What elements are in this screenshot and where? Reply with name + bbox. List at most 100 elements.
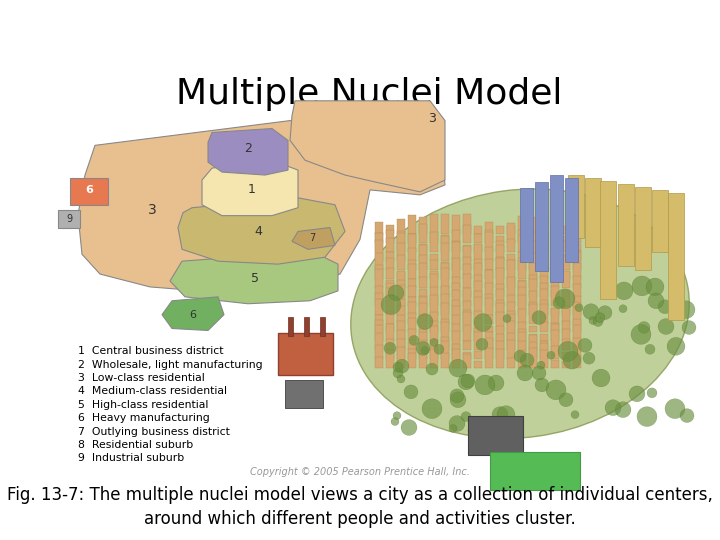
Circle shape (514, 350, 526, 362)
Text: 9  Industrial suburb: 9 Industrial suburb (78, 453, 184, 463)
Bar (562, 237, 570, 244)
Circle shape (450, 392, 466, 408)
Bar (485, 326, 493, 333)
Circle shape (450, 389, 464, 403)
Text: Multiple Nuclei Model: Multiple Nuclei Model (176, 77, 562, 111)
Bar (397, 271, 405, 288)
Bar (397, 219, 405, 234)
Bar (474, 244, 482, 261)
Bar (452, 283, 460, 297)
Circle shape (563, 351, 581, 369)
Polygon shape (178, 198, 345, 264)
Bar (507, 340, 515, 359)
Circle shape (422, 399, 442, 418)
Circle shape (553, 297, 565, 309)
Bar (375, 269, 383, 288)
Bar (419, 224, 427, 244)
Circle shape (461, 374, 475, 388)
Text: 3  Low-class residential: 3 Low-class residential (78, 373, 204, 383)
Text: around which different people and activities cluster.: around which different people and activi… (144, 510, 576, 528)
Bar (562, 272, 570, 279)
Bar (540, 246, 548, 261)
Bar (452, 332, 460, 350)
Bar (452, 262, 460, 270)
Bar (463, 309, 471, 323)
Bar (485, 247, 493, 261)
Text: 4  Medium-class residential: 4 Medium-class residential (78, 387, 227, 396)
Bar (573, 319, 581, 333)
Circle shape (397, 375, 405, 383)
Bar (375, 315, 383, 323)
Text: 8  Residential suburb: 8 Residential suburb (78, 440, 193, 450)
Bar (430, 312, 438, 323)
Circle shape (632, 276, 652, 296)
Bar (518, 350, 526, 368)
Bar (441, 286, 449, 306)
Bar (408, 264, 416, 279)
Bar (430, 347, 438, 359)
Bar (485, 232, 493, 252)
Polygon shape (58, 210, 80, 227)
Bar (496, 258, 504, 279)
Bar (386, 352, 394, 359)
Bar (562, 306, 570, 323)
Text: 1: 1 (248, 184, 256, 197)
Bar (474, 281, 482, 297)
Bar (474, 361, 482, 368)
Bar (452, 315, 460, 333)
Circle shape (492, 407, 508, 422)
Bar (397, 299, 405, 315)
Circle shape (555, 289, 575, 309)
Bar (386, 295, 394, 315)
Circle shape (647, 388, 657, 398)
Bar (529, 217, 537, 234)
Bar (507, 358, 515, 368)
Bar (386, 252, 394, 261)
Bar (375, 240, 383, 261)
Bar (573, 356, 581, 368)
Polygon shape (70, 178, 108, 205)
Bar (573, 296, 581, 306)
Bar (430, 271, 438, 279)
Bar (485, 348, 493, 368)
Circle shape (598, 306, 612, 320)
Ellipse shape (351, 189, 689, 438)
Circle shape (677, 301, 695, 319)
Bar (565, 178, 578, 262)
Bar (551, 286, 559, 306)
Bar (507, 260, 515, 270)
Bar (386, 230, 394, 244)
Bar (452, 323, 460, 341)
Bar (529, 275, 537, 288)
Bar (573, 252, 581, 270)
Bar (474, 333, 482, 350)
Circle shape (535, 378, 549, 392)
Bar (562, 290, 570, 297)
Bar (397, 232, 405, 244)
Bar (496, 341, 504, 359)
Circle shape (391, 417, 399, 426)
Text: Copyright © 2005 Pearson Prentice Hall, Inc.: Copyright © 2005 Pearson Prentice Hall, … (250, 467, 470, 477)
Bar (551, 222, 559, 244)
Text: 5  High-class residential: 5 High-class residential (78, 400, 208, 410)
Polygon shape (170, 251, 338, 303)
Bar (419, 255, 427, 270)
Bar (430, 326, 438, 341)
Polygon shape (292, 227, 335, 249)
Bar (496, 241, 504, 252)
Bar (507, 321, 515, 341)
Circle shape (547, 352, 555, 359)
Bar (562, 254, 570, 261)
Bar (535, 182, 548, 271)
Circle shape (449, 424, 457, 433)
Bar (386, 239, 394, 252)
Bar (463, 312, 471, 333)
Text: 3: 3 (428, 112, 436, 125)
Circle shape (638, 322, 650, 334)
Text: 1  Central business district: 1 Central business district (78, 346, 223, 356)
Bar (485, 298, 493, 315)
Bar (474, 226, 482, 234)
Text: 5: 5 (251, 273, 259, 286)
Bar (419, 217, 427, 234)
Bar (562, 328, 570, 341)
